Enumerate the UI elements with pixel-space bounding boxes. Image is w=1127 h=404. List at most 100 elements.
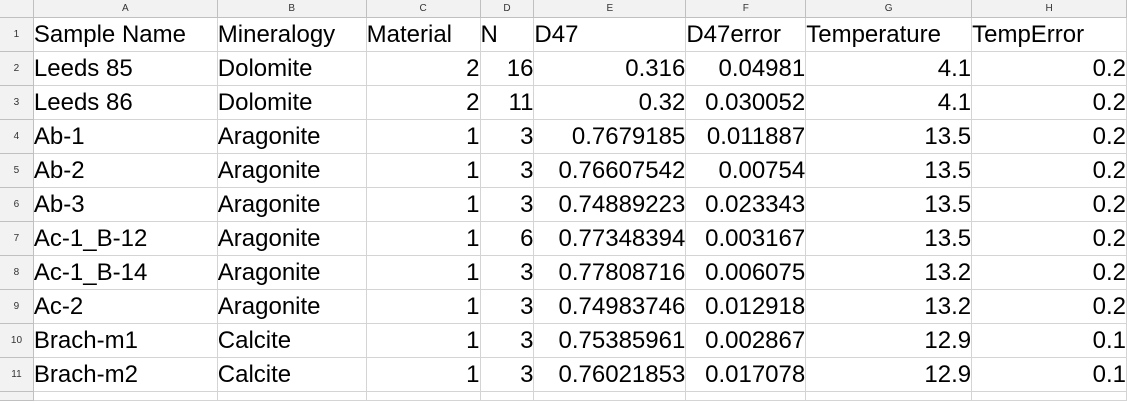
cell[interactable]: 0.2 bbox=[971, 85, 1127, 120]
cell[interactable]: 0.32 bbox=[533, 85, 687, 120]
column-header-b[interactable]: B bbox=[217, 0, 367, 18]
cell[interactable]: Ab-3 bbox=[33, 187, 218, 222]
cell[interactable]: 0.75385961 bbox=[533, 323, 687, 358]
cell[interactable]: Aragonite bbox=[217, 119, 367, 154]
cell[interactable]: Dolomite bbox=[217, 51, 367, 86]
cell[interactable]: 13.5 bbox=[805, 221, 973, 256]
cell[interactable]: 1 bbox=[366, 255, 481, 290]
cell[interactable]: 0.023343 bbox=[685, 187, 807, 222]
cell[interactable]: 1 bbox=[366, 289, 481, 324]
cell[interactable]: 12.9 bbox=[805, 357, 973, 392]
select-all-corner[interactable] bbox=[0, 0, 34, 18]
cell[interactable]: 1 bbox=[366, 357, 481, 392]
column-header-f[interactable]: F bbox=[685, 0, 807, 18]
row-header[interactable]: 7 bbox=[0, 221, 34, 256]
cell[interactable]: 0.011887 bbox=[685, 119, 807, 154]
cell[interactable]: Aragonite bbox=[217, 221, 367, 256]
row-header[interactable]: 5 bbox=[0, 153, 34, 188]
row-header[interactable]: 6 bbox=[0, 187, 34, 222]
cell[interactable] bbox=[366, 391, 481, 401]
cell[interactable] bbox=[217, 391, 367, 401]
cell[interactable]: TempError bbox=[971, 17, 1127, 52]
cell[interactable]: 11 bbox=[480, 85, 535, 120]
row-header[interactable]: 4 bbox=[0, 119, 34, 154]
cell[interactable] bbox=[480, 391, 535, 401]
cell[interactable]: 0.012918 bbox=[685, 289, 807, 324]
cell[interactable]: Brach-m1 bbox=[33, 323, 218, 358]
column-header-g[interactable]: G bbox=[805, 0, 973, 18]
cell[interactable]: 1 bbox=[366, 221, 481, 256]
cell[interactable]: 0.77808716 bbox=[533, 255, 687, 290]
cell[interactable]: N bbox=[480, 17, 535, 52]
cell[interactable]: 0.316 bbox=[533, 51, 687, 86]
cell[interactable]: 1 bbox=[366, 187, 481, 222]
cell[interactable]: 0.1 bbox=[971, 357, 1127, 392]
cell[interactable]: 0.76021853 bbox=[533, 357, 687, 392]
cell[interactable]: D47error bbox=[685, 17, 807, 52]
row-header[interactable]: 8 bbox=[0, 255, 34, 290]
cell[interactable] bbox=[971, 391, 1127, 401]
cell[interactable]: Aragonite bbox=[217, 255, 367, 290]
cell[interactable]: 3 bbox=[480, 153, 535, 188]
cell[interactable] bbox=[685, 391, 807, 401]
row-header[interactable]: 1 bbox=[0, 17, 34, 52]
column-header-a[interactable]: A bbox=[33, 0, 218, 18]
cell[interactable]: Brach-m2 bbox=[33, 357, 218, 392]
cell[interactable]: 0.04981 bbox=[685, 51, 807, 86]
cell[interactable]: 0.74983746 bbox=[533, 289, 687, 324]
cell[interactable]: 2 bbox=[366, 85, 481, 120]
cell[interactable]: 0.2 bbox=[971, 255, 1127, 290]
cell[interactable]: 0.030052 bbox=[685, 85, 807, 120]
cell[interactable]: 0.00754 bbox=[685, 153, 807, 188]
cell[interactable]: 0.2 bbox=[971, 153, 1127, 188]
cell[interactable]: Leeds 86 bbox=[33, 85, 218, 120]
row-header[interactable]: 2 bbox=[0, 51, 34, 86]
cell[interactable] bbox=[33, 391, 218, 401]
cell[interactable]: 0.002867 bbox=[685, 323, 807, 358]
cell[interactable]: 0.76607542 bbox=[533, 153, 687, 188]
cell[interactable]: 0.2 bbox=[971, 289, 1127, 324]
column-header-e[interactable]: E bbox=[533, 0, 687, 18]
row-header[interactable]: 10 bbox=[0, 323, 34, 358]
cell[interactable]: 0.2 bbox=[971, 51, 1127, 86]
cell[interactable]: 3 bbox=[480, 323, 535, 358]
cell[interactable]: 4.1 bbox=[805, 85, 973, 120]
cell[interactable]: 16 bbox=[480, 51, 535, 86]
cell[interactable]: 1 bbox=[366, 119, 481, 154]
row-header[interactable]: 3 bbox=[0, 85, 34, 120]
cell[interactable]: Calcite bbox=[217, 357, 367, 392]
cell[interactable]: Ab-2 bbox=[33, 153, 218, 188]
cell[interactable]: Material bbox=[366, 17, 481, 52]
cell[interactable]: 13.5 bbox=[805, 119, 973, 154]
cell[interactable]: 1 bbox=[366, 323, 481, 358]
cell[interactable]: Aragonite bbox=[217, 153, 367, 188]
cell[interactable]: D47 bbox=[533, 17, 687, 52]
cell[interactable]: 4.1 bbox=[805, 51, 973, 86]
cell[interactable]: Aragonite bbox=[217, 187, 367, 222]
column-header-h[interactable]: H bbox=[971, 0, 1127, 18]
cell[interactable]: 13.2 bbox=[805, 289, 973, 324]
cell[interactable]: 13.5 bbox=[805, 187, 973, 222]
cell[interactable]: Leeds 85 bbox=[33, 51, 218, 86]
cell[interactable]: Ab-1 bbox=[33, 119, 218, 154]
cell[interactable]: 13.5 bbox=[805, 153, 973, 188]
cell[interactable]: 3 bbox=[480, 187, 535, 222]
cell[interactable]: 0.7679185 bbox=[533, 119, 687, 154]
cell[interactable]: Aragonite bbox=[217, 289, 367, 324]
cell[interactable]: 0.1 bbox=[971, 323, 1127, 358]
column-header-d[interactable]: D bbox=[480, 0, 535, 18]
cell[interactable] bbox=[805, 391, 973, 401]
cell[interactable]: 3 bbox=[480, 119, 535, 154]
column-header-c[interactable]: C bbox=[366, 0, 481, 18]
cell[interactable]: 1 bbox=[366, 153, 481, 188]
cell[interactable]: Temperature bbox=[805, 17, 973, 52]
cell[interactable]: 13.2 bbox=[805, 255, 973, 290]
cell[interactable]: 3 bbox=[480, 357, 535, 392]
cell[interactable]: 0.2 bbox=[971, 221, 1127, 256]
cell[interactable]: 0.006075 bbox=[685, 255, 807, 290]
cell[interactable]: Dolomite bbox=[217, 85, 367, 120]
cell[interactable]: 0.2 bbox=[971, 119, 1127, 154]
cell[interactable]: Ac-2 bbox=[33, 289, 218, 324]
cell[interactable]: Calcite bbox=[217, 323, 367, 358]
cell[interactable]: 0.2 bbox=[971, 187, 1127, 222]
